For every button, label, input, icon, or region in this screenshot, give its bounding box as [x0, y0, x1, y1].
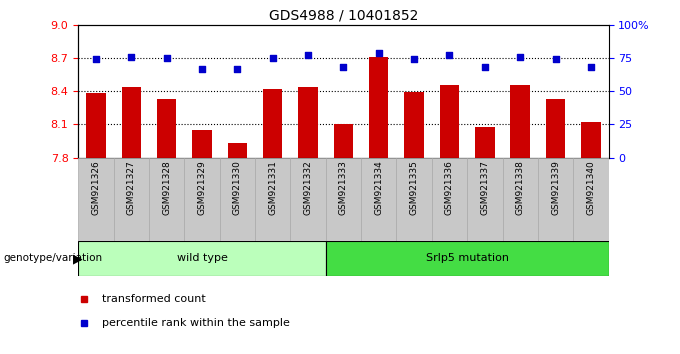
Text: GSM921329: GSM921329 — [197, 160, 207, 215]
Bar — [546, 99, 565, 158]
Bar — [299, 87, 318, 158]
Text: GSM921340: GSM921340 — [586, 160, 596, 215]
Text: GSM921332: GSM921332 — [303, 160, 313, 215]
Point — [303, 52, 313, 58]
Text: GSM921326: GSM921326 — [91, 160, 101, 215]
Bar — [157, 99, 176, 158]
Bar — [255, 158, 290, 241]
Bar — [361, 158, 396, 241]
Text: GSM921330: GSM921330 — [233, 160, 242, 215]
Bar — [405, 92, 424, 158]
Point — [267, 55, 278, 61]
Bar — [326, 158, 361, 241]
Bar — [334, 124, 353, 158]
Title: GDS4988 / 10401852: GDS4988 / 10401852 — [269, 8, 418, 22]
Bar — [511, 85, 530, 158]
Text: GSM921328: GSM921328 — [162, 160, 171, 215]
Point — [550, 56, 561, 62]
Bar — [369, 57, 388, 158]
Bar — [290, 158, 326, 241]
Bar — [503, 158, 538, 241]
Point — [197, 66, 207, 72]
Text: GSM921337: GSM921337 — [480, 160, 490, 215]
Text: GSM921327: GSM921327 — [126, 160, 136, 215]
Point — [338, 64, 349, 70]
Bar — [86, 93, 105, 158]
Bar — [440, 85, 459, 158]
Text: GSM921338: GSM921338 — [515, 160, 525, 215]
Text: transformed count: transformed count — [102, 294, 206, 304]
Bar — [228, 143, 247, 158]
Point — [90, 56, 101, 62]
Bar — [263, 89, 282, 158]
Text: ▶: ▶ — [73, 252, 83, 265]
Bar — [581, 122, 600, 158]
Bar — [467, 158, 503, 241]
Bar — [326, 241, 609, 276]
Point — [373, 50, 384, 56]
Text: GSM921335: GSM921335 — [409, 160, 419, 215]
Text: GSM921331: GSM921331 — [268, 160, 277, 215]
Bar — [78, 158, 114, 241]
Point — [126, 54, 137, 59]
Point — [585, 64, 596, 70]
Text: Srlp5 mutation: Srlp5 mutation — [426, 253, 509, 263]
Bar — [573, 158, 609, 241]
Point — [161, 55, 172, 61]
Text: wild type: wild type — [177, 253, 227, 263]
Bar — [78, 241, 326, 276]
Text: GSM921333: GSM921333 — [339, 160, 348, 215]
Point — [479, 64, 490, 70]
Bar — [184, 158, 220, 241]
Bar — [192, 130, 211, 158]
Text: GSM921334: GSM921334 — [374, 160, 384, 215]
Bar — [114, 158, 149, 241]
Bar — [122, 87, 141, 158]
Bar — [432, 158, 467, 241]
Text: genotype/variation: genotype/variation — [3, 253, 103, 263]
Point — [409, 56, 420, 62]
Bar — [538, 158, 573, 241]
Bar — [149, 158, 184, 241]
Bar — [396, 158, 432, 241]
Bar — [220, 158, 255, 241]
Text: GSM921336: GSM921336 — [445, 160, 454, 215]
Bar — [475, 126, 494, 158]
Text: percentile rank within the sample: percentile rank within the sample — [102, 318, 290, 328]
Point — [444, 52, 455, 58]
Point — [515, 54, 526, 59]
Text: GSM921339: GSM921339 — [551, 160, 560, 215]
Point — [232, 66, 243, 72]
